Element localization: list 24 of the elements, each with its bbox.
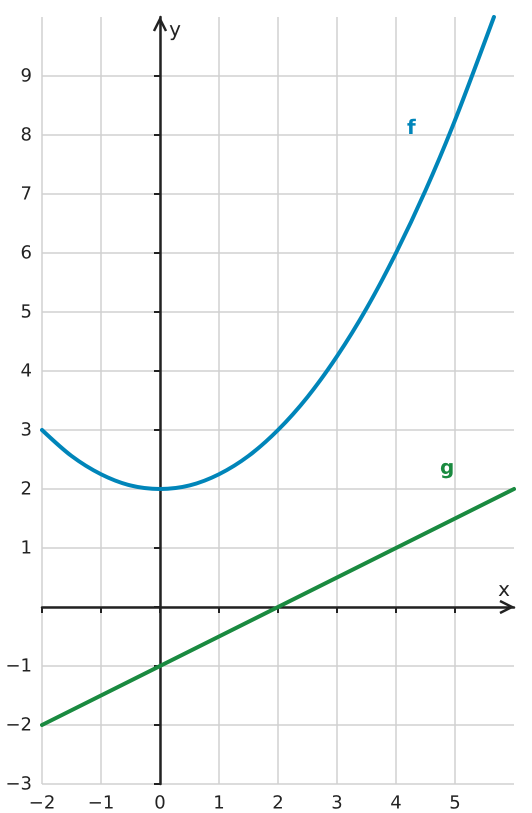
x-tick-label: −1 xyxy=(88,792,114,813)
y-tick-label: 4 xyxy=(20,360,32,382)
y-tick-label: 6 xyxy=(20,242,32,264)
x-tick-label: 0 xyxy=(154,792,166,813)
series-label: f xyxy=(406,115,416,139)
y-tick-label: −2 xyxy=(5,714,32,736)
y-tick-label: 8 xyxy=(20,124,32,146)
y-tick-label: 7 xyxy=(20,184,32,204)
x-tick-label: 5 xyxy=(449,792,461,813)
y-axis-title: y xyxy=(169,17,182,41)
x-tick-label: 2 xyxy=(272,792,284,813)
y-tick-label: −3 xyxy=(5,774,32,794)
series-label: g xyxy=(440,455,454,479)
x-tick-label: 4 xyxy=(390,792,402,813)
x-tick-label: 3 xyxy=(331,792,343,813)
y-tick-label: 9 xyxy=(20,66,32,86)
line-series xyxy=(40,15,496,491)
y-tick-label: 3 xyxy=(20,420,32,440)
y-tick-label: 2 xyxy=(20,478,32,500)
y-tick-label: 5 xyxy=(20,302,32,322)
x-axis-title: x xyxy=(498,577,510,601)
y-tick-label: −1 xyxy=(5,656,32,676)
y-tick-label: 1 xyxy=(20,538,32,558)
x-tick-label: 1 xyxy=(213,792,225,813)
